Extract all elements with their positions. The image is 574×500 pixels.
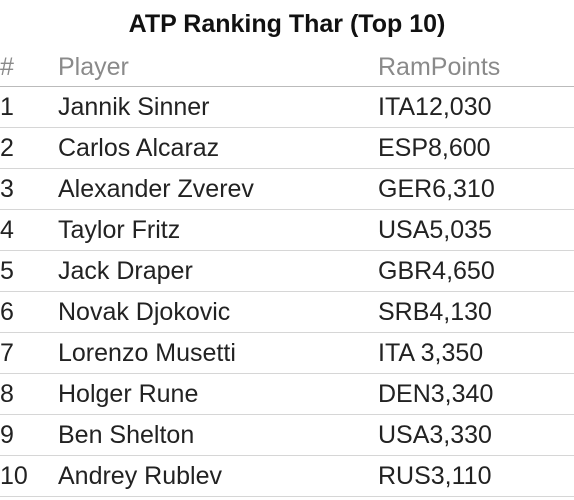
table-cell: 3 (0, 168, 58, 210)
table-cell: Andrey Rublev (58, 455, 378, 497)
table-cell: 2 (0, 127, 58, 169)
table-cell: 5 (0, 250, 58, 292)
table-cell: Alexander Zverev (58, 168, 378, 210)
table-cell: 4 (0, 209, 58, 251)
table-cell: 7 (0, 332, 58, 374)
table-cell: 9 (0, 414, 58, 456)
table-cell: DEN3,340 (378, 373, 574, 415)
header-row: # Player RamPoints (0, 48, 574, 87)
table-title: ATP Ranking Thar (Top 10) (128, 10, 446, 38)
table-cell: Jack Draper (58, 250, 378, 292)
table-row: 1 Jannik Sinner ITA12,030 (0, 86, 574, 128)
table-cell: ITA 3,350 (378, 332, 574, 374)
table-row: 10 Andrey Rublev RUS3,110 (0, 455, 574, 497)
ranking-table: # Player RamPoints 1 Jannik Sinner ITA12,030… (0, 48, 574, 497)
table-cell: Ben Shelton (58, 414, 378, 456)
table-row: 7 Lorenzo Musetti ITA 3,350 (0, 332, 574, 374)
table-row: 3 Alexander Zverev GER6,310 (0, 168, 574, 210)
column-header: Player (58, 48, 378, 87)
table-cell: GER6,310 (378, 168, 574, 210)
table-cell: GBR4,650 (378, 250, 574, 292)
table-cell: 1 (0, 86, 58, 128)
table-cell: SRB4,130 (378, 291, 574, 333)
table-cell: 10 (0, 455, 58, 497)
table-cell: Carlos Alcaraz (58, 127, 378, 169)
table-body: 1 Jannik Sinner ITA12,030 2 Carlos Alcaraz ES… (0, 86, 574, 497)
column-header: # (0, 48, 58, 87)
table-cell: USA3,330 (378, 414, 574, 456)
column-header: RamPoints (378, 48, 574, 87)
table-cell: 6 (0, 291, 58, 333)
table-cell: ITA12,030 (378, 86, 574, 128)
table-row: 6 Novak Djokovic SRB4,130 (0, 291, 574, 333)
table-cell: ESP8,600 (378, 127, 574, 169)
table-row: 4 Taylor Fritz USA5,035 (0, 209, 574, 251)
table-row: 5 Jack Draper GBR4,650 (0, 250, 574, 292)
table-cell: 8 (0, 373, 58, 415)
table-cell: RUS3,110 (378, 455, 574, 497)
table-row: 9 Ben Shelton USA3,330 (0, 414, 574, 456)
table-cell: USA5,035 (378, 209, 574, 251)
table-cell: Jannik Sinner (58, 86, 378, 128)
table-head: # Player RamPoints (0, 48, 574, 87)
table-cell: Holger Rune (58, 373, 378, 415)
table-row: 2 Carlos Alcaraz ESP8,600 (0, 127, 574, 169)
table-cell: Lorenzo Musetti (58, 332, 378, 374)
table-cell: Taylor Fritz (58, 209, 378, 251)
table-cell: Novak Djokovic (58, 291, 378, 333)
table-row: 8 Holger Rune DEN3,340 (0, 373, 574, 415)
